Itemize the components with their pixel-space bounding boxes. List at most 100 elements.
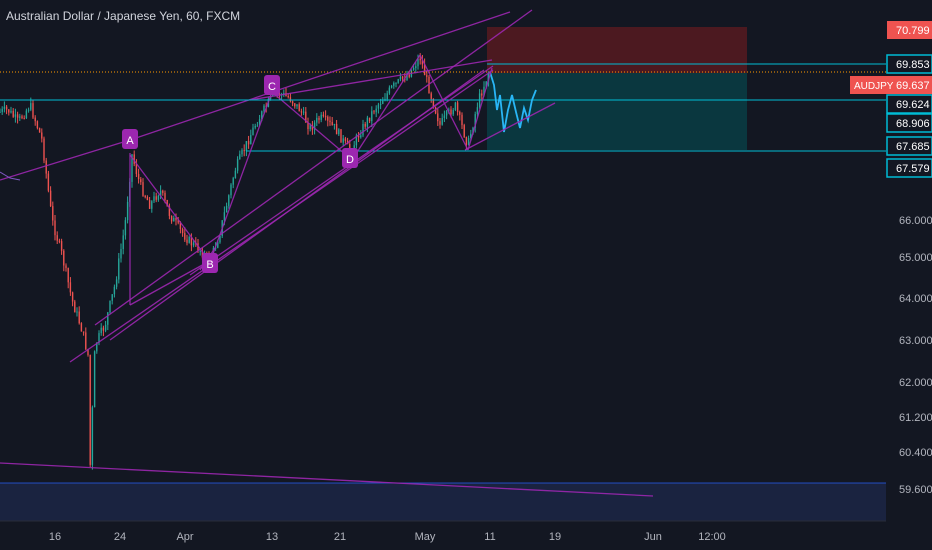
trend-line-5: [249, 59, 493, 101]
candle-body-182: [399, 76, 402, 80]
candle-body-37: [80, 323, 83, 332]
candle-body-151: [331, 122, 333, 126]
candle-body-25: [54, 220, 56, 236]
candle-body-216: [474, 114, 476, 128]
trend-line-16: [419, 54, 469, 151]
candle-body-164: [360, 135, 362, 138]
left-curve: [0, 171, 21, 181]
candle-body-183: [401, 76, 404, 79]
candle-body-68: [148, 200, 151, 209]
pattern-point-d-marker: [342, 148, 358, 168]
price-tick-2: 64.000: [899, 293, 932, 305]
candle-body-61: [133, 154, 135, 164]
candle-body-201: [441, 118, 443, 125]
candle-body-45: [98, 333, 100, 343]
candle-body-149: [327, 116, 329, 121]
candle-body-189: [415, 66, 417, 68]
candle-body-28: [60, 241, 63, 251]
candle-body-142: [311, 125, 314, 130]
candle-body-169: [371, 111, 373, 122]
candle-body-33: [71, 292, 74, 302]
candle-body-90: [197, 243, 199, 252]
candle-body-110: [241, 150, 243, 155]
candle-body-104: [228, 195, 230, 206]
pattern-point-a-marker: [122, 129, 138, 149]
candle-body-16: [34, 117, 36, 122]
candle-body-153: [335, 123, 338, 135]
candle-body-47: [102, 327, 105, 331]
candle-body-82: [179, 222, 182, 229]
candle-body-179: [393, 83, 395, 86]
candle-body-214: [470, 133, 472, 139]
trend-line-2: [94, 9, 533, 326]
candle-body-73: [159, 190, 162, 196]
candle-body-3: [5, 106, 8, 110]
candle-body-133: [291, 101, 294, 104]
candle-body-24: [52, 206, 54, 221]
candle-body-0: [0, 111, 1, 113]
candle-body-140: [307, 122, 309, 130]
candle-body-5: [10, 110, 12, 113]
candle-body-212: [465, 137, 468, 145]
candle-body-49: [107, 312, 109, 325]
candle-body-67: [146, 197, 149, 201]
time-tick-9: 12:00: [698, 531, 726, 543]
candle-body-27: [58, 240, 61, 242]
trend-line-17: [467, 67, 493, 151]
candle-body-18: [38, 128, 41, 133]
trend-line-13: [209, 91, 273, 263]
time-tick-7: 19: [549, 531, 561, 543]
candle-body-203: [445, 111, 448, 116]
candle-body-209: [459, 111, 461, 115]
candle-body-213: [467, 138, 470, 145]
candle-body-155: [340, 129, 342, 143]
candle-body-115: [252, 127, 254, 136]
price-tick-0: 66.000: [899, 215, 932, 227]
candle-body-83: [181, 228, 184, 234]
candle-body-106: [232, 178, 234, 185]
trend-line-0: [0, 139, 131, 181]
candle-body-219: [481, 93, 483, 96]
candle-body-134: [294, 103, 296, 107]
candle-body-148: [324, 116, 327, 118]
candle-body-31: [67, 268, 69, 283]
candle-body-78: [170, 215, 173, 222]
candle-body-167: [366, 117, 369, 127]
candle-body-137: [300, 111, 303, 113]
candle-body-6: [12, 110, 14, 117]
candle-body-152: [333, 123, 336, 126]
candle-body-79: [173, 217, 175, 222]
candle-body-76: [166, 200, 168, 207]
pattern-point-b-label: B: [206, 259, 213, 271]
candle-body-50: [109, 300, 111, 313]
price-tick-3: 63.000: [899, 335, 932, 347]
price-label-5: 67.685: [896, 141, 930, 153]
candle-body-19: [41, 132, 43, 139]
candle-body-145: [318, 117, 320, 120]
candle-body-135: [296, 104, 298, 107]
drawings-layer: [0, 9, 886, 497]
candle-body-221: [485, 81, 487, 87]
candle-body-143: [313, 122, 316, 130]
candle-body-181: [397, 79, 399, 83]
symbol-tag: AUDJPY: [854, 81, 894, 92]
pattern-point-c-label: C: [268, 81, 276, 93]
candle-body-208: [456, 102, 459, 112]
candle-body-36: [78, 311, 80, 324]
candle-body-190: [417, 58, 419, 67]
candle-body-87: [190, 236, 193, 246]
candle-body-92: [201, 251, 204, 258]
candle-body-117: [256, 125, 259, 127]
candle-body-195: [428, 76, 430, 94]
candle-body-14: [30, 103, 32, 110]
candle-body-111: [243, 150, 245, 152]
candle-body-185: [406, 74, 408, 81]
candle-body-119: [261, 111, 263, 120]
price-label-1: 69.853: [896, 59, 930, 71]
candle-body-81: [177, 220, 179, 223]
candle-body-66: [144, 195, 146, 198]
candle-body-23: [49, 190, 52, 207]
